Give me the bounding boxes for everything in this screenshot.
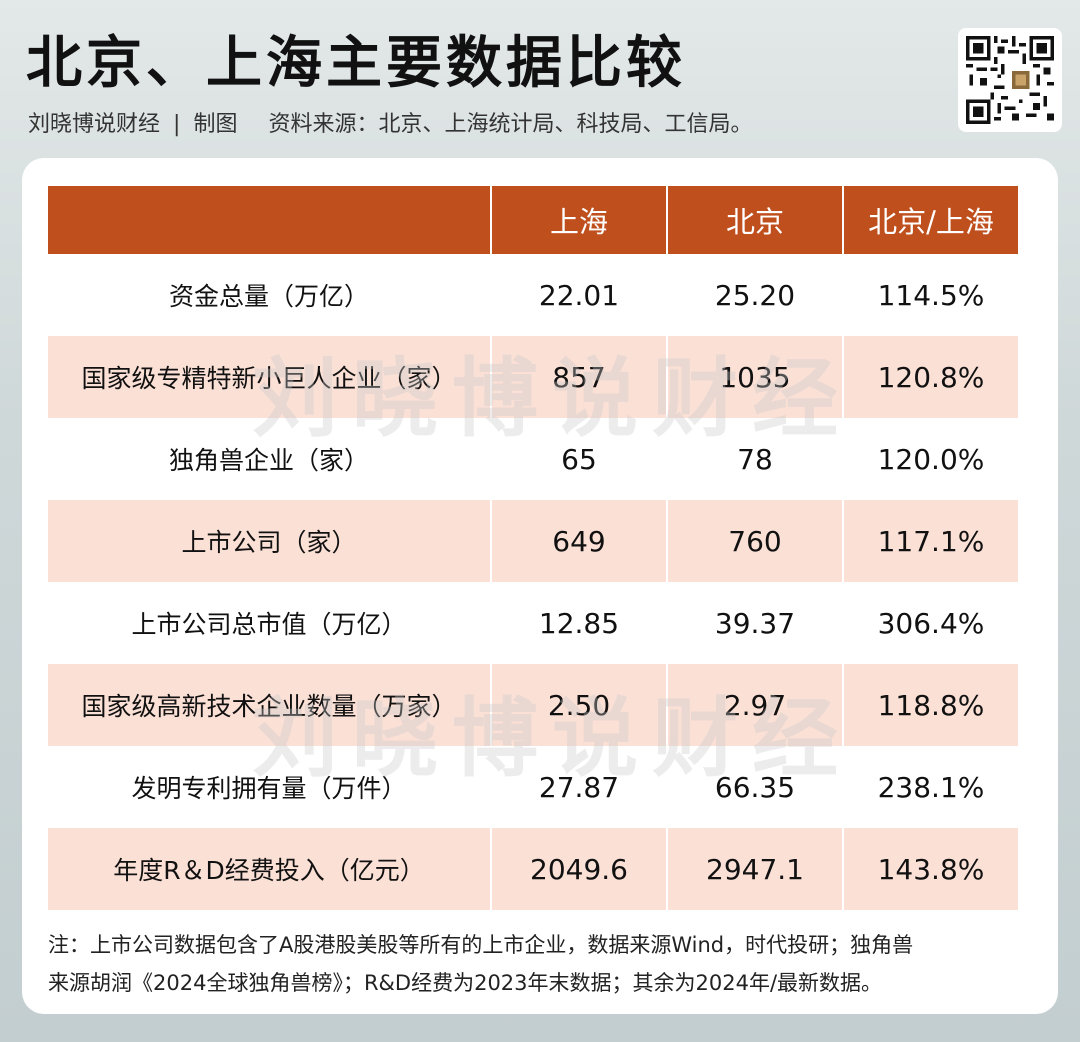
beijing-value-cell: 25.20 (714, 278, 796, 312)
metric-cell: 国家级专精特新小巨人企业（家） (48, 336, 490, 418)
beijing-value-cell: 66.35 (714, 770, 796, 804)
footnote-line: 来源胡润《2024全球独角兽榜》；R&D经费为2023年末数据；其余为2024年… (48, 971, 883, 995)
beijing-value-cell: 760 (668, 500, 842, 582)
table-row: 上市公司（家） 649 760 117.1% (48, 500, 1032, 582)
page-title: 北京、上海主要数据比较 (26, 30, 686, 96)
chart-maker-label: 制图 (193, 112, 238, 137)
comparison-table: 上海 北京 北京/上海 资金总量（万亿） 22.01 25.20 114.5% … (48, 186, 1032, 910)
metric-cell: 发明专利拥有量（万件） (131, 774, 407, 803)
metric-cell: 资金总量（万亿） (168, 282, 369, 311)
separator: | (173, 112, 181, 137)
shanghai-value-cell: 857 (492, 336, 666, 418)
ratio-value-cell: 120.0% (877, 442, 985, 476)
footnote-line: 注：上市公司数据包含了A股港股美股等所有的上市企业，数据来源Wind，时代投研；… (48, 933, 914, 957)
ratio-value-cell: 238.1% (877, 770, 985, 804)
ratio-value-cell: 117.1% (844, 500, 1018, 582)
ratio-value-cell: 120.8% (844, 336, 1018, 418)
shanghai-value-cell: 27.87 (538, 770, 620, 804)
beijing-value-cell: 2.97 (668, 664, 842, 746)
metric-cell: 上市公司（家） (48, 500, 490, 582)
table-row: 上市公司总市值（万亿） 12.85 39.37 306.4% (48, 582, 1032, 664)
shanghai-value-cell: 12.85 (538, 606, 620, 640)
shanghai-value-cell: 2.50 (492, 664, 666, 746)
shanghai-value-cell: 649 (492, 500, 666, 582)
shanghai-value-cell: 2049.6 (492, 828, 666, 910)
table-row: 年度R＆D经费投入（亿元） 2049.6 2947.1 143.8% (48, 828, 1032, 910)
metric-cell: 上市公司总市值（万亿） (131, 610, 407, 639)
table-row: 国家级专精特新小巨人企业（家） 857 1035 120.8% (48, 336, 1032, 418)
footnote: 注：上市公司数据包含了A股港股美股等所有的上市企业，数据来源Wind，时代投研；… (48, 926, 1038, 1002)
header-cell-beijing: 北京 (668, 186, 842, 254)
metric-cell: 独角兽企业（家） (168, 446, 369, 475)
beijing-value-cell: 1035 (668, 336, 842, 418)
qr-code-icon (966, 36, 1054, 124)
data-card: 上海 北京 北京/上海 资金总量（万亿） 22.01 25.20 114.5% … (22, 158, 1058, 1014)
ratio-value-cell: 143.8% (844, 828, 1018, 910)
source-label: 资料来源：北京、上海统计局、科技局、工信局。 (268, 112, 753, 137)
beijing-value-cell: 2947.1 (668, 828, 842, 910)
shanghai-value-cell: 22.01 (538, 278, 620, 312)
table-row: 资金总量（万亿） 22.01 25.20 114.5% (48, 254, 1032, 336)
qr-code (958, 28, 1062, 132)
table-row: 独角兽企业（家） 65 78 120.0% (48, 418, 1032, 500)
table-row: 国家级高新技术企业数量（万家） 2.50 2.97 118.8% (48, 664, 1032, 746)
subtitle: 刘晓博说财经 | 制图 资料来源：北京、上海统计局、科技局、工信局。 (28, 106, 752, 138)
ratio-value-cell: 306.4% (877, 606, 985, 640)
metric-cell: 年度R＆D经费投入（亿元） (48, 828, 490, 910)
header-cell-metric (48, 186, 490, 254)
beijing-value-cell: 39.37 (714, 606, 796, 640)
beijing-value-cell: 78 (737, 442, 773, 476)
author-label: 刘晓博说财经 (28, 112, 161, 137)
table-row: 发明专利拥有量（万件） 27.87 66.35 238.1% (48, 746, 1032, 828)
metric-cell: 国家级高新技术企业数量（万家） (48, 664, 490, 746)
ratio-value-cell: 118.8% (844, 664, 1018, 746)
table-header-row: 上海 北京 北京/上海 (48, 186, 1032, 254)
header-cell-ratio: 北京/上海 (844, 186, 1018, 254)
header-cell-shanghai: 上海 (492, 186, 666, 254)
ratio-value-cell: 114.5% (877, 278, 985, 312)
shanghai-value-cell: 65 (561, 442, 597, 476)
